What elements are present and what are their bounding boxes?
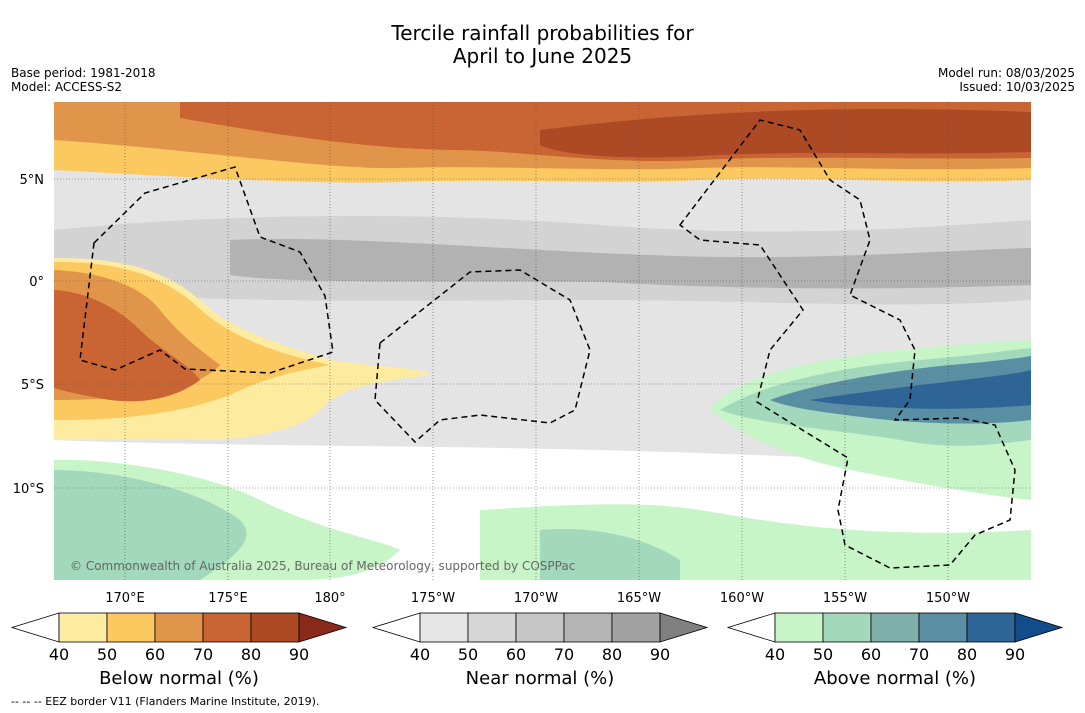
colorbar-tick-label: 60 [506, 645, 526, 664]
colorbar-tick-label: 90 [1005, 645, 1025, 664]
colorbar-tick-label: 80 [957, 645, 977, 664]
lon-label: 165°W [617, 591, 661, 606]
below-normal-80 [540, 109, 1031, 158]
colorbar-tick-label: 80 [241, 645, 261, 664]
colorbar-tick-label: 40 [410, 645, 430, 664]
title-line-1: Tercile rainfall probabilities for [391, 21, 694, 45]
colorbar-tick-label: 90 [650, 645, 670, 664]
colorbar-tick-label: 70 [909, 645, 929, 664]
lat-gridlines [54, 178, 1031, 489]
colorbar-tick-label: 90 [289, 645, 309, 664]
lat-label: 5°S [21, 378, 44, 393]
below-normal-west-70 [54, 290, 200, 402]
lat-label: 10°S [13, 482, 44, 497]
lat-label: 5°N [20, 173, 45, 188]
colorbar-tick-label: 50 [813, 645, 833, 664]
lon-label: 160°W [720, 591, 764, 606]
lon-label: 155°W [823, 591, 867, 606]
lon-label: 170°W [514, 591, 558, 606]
lon-label: 175°E [208, 591, 248, 606]
lat-label: 0° [29, 275, 44, 290]
eez-footnote: -- -- -- EEZ border V11 (Flanders Marine… [11, 695, 320, 708]
forecast-map: © Commonwealth of Australia 2025, Bureau… [13, 102, 1031, 606]
lon-label: 175°W [411, 591, 455, 606]
lon-labels: 170°E 175°E 180° 175°W 170°W 165°W 160°W… [105, 591, 970, 606]
title-line-2: April to June 2025 [452, 44, 633, 68]
map-title: Tercile rainfall probabilities for April… [0, 22, 1085, 68]
model-run: Model run: 08/03/2025 [937, 66, 1075, 80]
below-normal-caption: Below normal (%) [99, 668, 259, 689]
eez-borders [79, 119, 1016, 569]
colorbar-tick-label: 50 [458, 645, 478, 664]
above-normal-south-50 [540, 529, 680, 580]
above-normal-east-80 [810, 370, 1031, 409]
colorbar-tick-label: 40 [49, 645, 69, 664]
lon-label: 170°E [105, 591, 145, 606]
near-normal-60 [230, 238, 1031, 289]
lon-label: 150°W [926, 591, 970, 606]
colorbar-tick-label: 60 [861, 645, 881, 664]
colorbar-tick-label: 50 [97, 645, 117, 664]
colorbar-tick-label: 40 [765, 645, 785, 664]
lon-label: 180° [314, 591, 345, 606]
colorbar-tick-label: 60 [145, 645, 165, 664]
base-period: Base period: 1981-2018 [11, 66, 156, 80]
issued-date: Issued: 10/03/2025 [959, 80, 1075, 94]
colorbar-tick-label: 80 [602, 645, 622, 664]
run-info: Model run: 08/03/2025 Issued: 10/03/2025 [938, 66, 1075, 94]
above-normal-caption: Above normal (%) [813, 668, 977, 689]
colorbar-tick-label: 70 [554, 645, 574, 664]
map-fill: © Commonwealth of Australia 2025, Bureau… [54, 102, 1031, 580]
model-name: Model: ACCESS-S2 [11, 80, 123, 94]
near-normal-caption: Near normal (%) [465, 668, 615, 689]
lat-labels: 5°N 0° 5°S 10°S [13, 173, 44, 497]
base-info: Base period: 1981-2018 Model: ACCESS-S2 [11, 66, 156, 94]
above-normal-sw-50 [54, 470, 247, 580]
copyright-text: © Commonwealth of Australia 2025, Bureau… [70, 559, 575, 573]
colorbar-tick-label: 70 [193, 645, 213, 664]
